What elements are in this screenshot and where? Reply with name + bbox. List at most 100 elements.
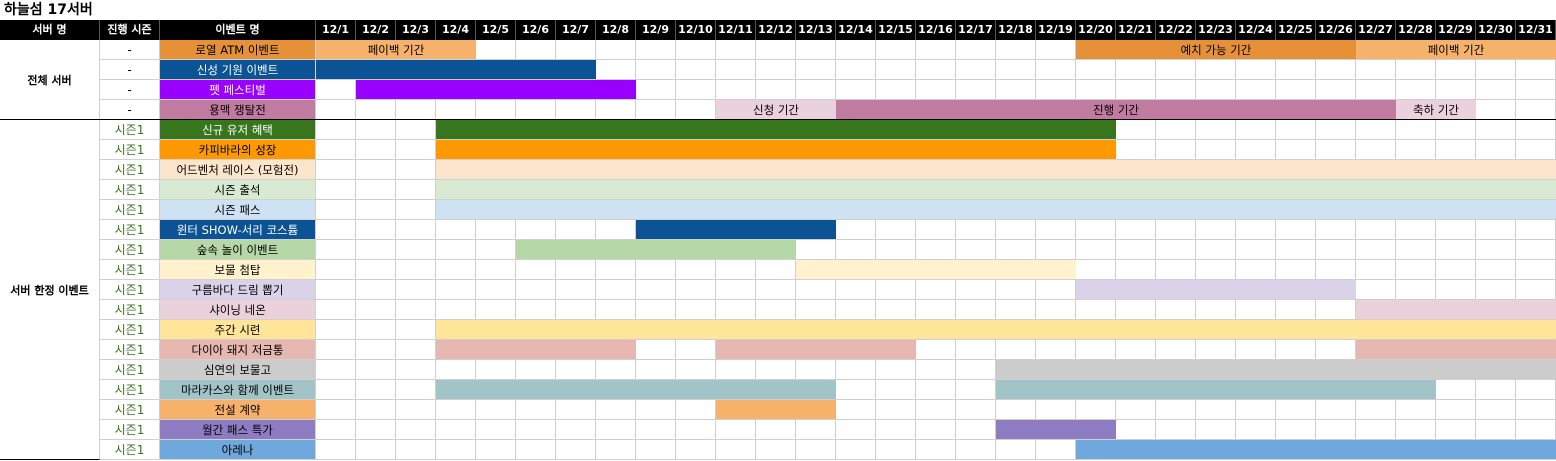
grid-cell[interactable] [876, 220, 916, 240]
grid-cell[interactable] [796, 80, 836, 100]
grid-cell[interactable] [516, 260, 556, 280]
grid-cell[interactable] [476, 420, 516, 440]
grid-cell[interactable] [1116, 260, 1156, 280]
grid-cell[interactable] [396, 100, 436, 120]
event-period-bar[interactable] [436, 160, 1556, 179]
event-name-cell[interactable]: 심연의 보물고 [160, 360, 316, 380]
season-cell[interactable]: 시즌1 [100, 280, 160, 300]
grid-cell[interactable] [996, 220, 1036, 240]
grid-cell[interactable] [1116, 340, 1156, 360]
grid-cell[interactable] [1316, 300, 1356, 320]
grid-cell[interactable] [1316, 80, 1356, 100]
grid-cell[interactable] [476, 440, 516, 460]
event-period-bar[interactable]: 신청 기간 [716, 100, 836, 119]
grid-cell[interactable] [1236, 140, 1276, 160]
grid-cell[interactable] [916, 400, 956, 420]
grid-cell[interactable] [1036, 440, 1076, 460]
grid-cell[interactable] [1236, 120, 1276, 140]
event-period-bar[interactable]: 예치 가능 기간 [1076, 40, 1356, 59]
grid-cell[interactable] [956, 40, 996, 60]
grid-cell[interactable] [396, 240, 436, 260]
grid-cell[interactable] [756, 300, 796, 320]
grid-cell[interactable] [796, 40, 836, 60]
grid-cell[interactable] [836, 420, 876, 440]
grid-cell[interactable] [1396, 260, 1436, 280]
season-cell[interactable]: 시즌1 [100, 240, 160, 260]
grid-cell[interactable] [996, 440, 1036, 460]
grid-cell[interactable] [1036, 220, 1076, 240]
grid-cell[interactable] [716, 280, 756, 300]
grid-cell[interactable] [1156, 60, 1196, 80]
grid-cell[interactable] [1516, 400, 1556, 420]
grid-cell[interactable] [1356, 420, 1396, 440]
grid-cell[interactable] [356, 220, 396, 240]
grid-cell[interactable] [1516, 260, 1556, 280]
event-name-cell[interactable]: 신성 기원 이벤트 [160, 60, 316, 80]
grid-cell[interactable] [956, 380, 996, 400]
grid-cell[interactable] [356, 360, 396, 380]
grid-cell[interactable] [1236, 60, 1276, 80]
grid-cell[interactable] [916, 300, 956, 320]
event-period-bar[interactable] [436, 340, 636, 359]
grid-cell[interactable] [316, 280, 356, 300]
grid-cell[interactable] [1516, 140, 1556, 160]
grid-cell[interactable] [1036, 80, 1076, 100]
season-cell[interactable]: 시즌1 [100, 380, 160, 400]
grid-cell[interactable] [916, 220, 956, 240]
season-cell[interactable]: 시즌1 [100, 120, 160, 140]
grid-cell[interactable] [1036, 40, 1076, 60]
season-cell[interactable]: - [100, 100, 160, 120]
grid-cell[interactable] [356, 260, 396, 280]
grid-cell[interactable] [556, 40, 596, 60]
season-cell[interactable]: 시즌1 [100, 260, 160, 280]
grid-cell[interactable] [516, 280, 556, 300]
grid-cell[interactable] [476, 280, 516, 300]
grid-cell[interactable] [356, 340, 396, 360]
grid-cell[interactable] [1156, 340, 1196, 360]
event-period-bar[interactable] [436, 200, 1556, 219]
grid-cell[interactable] [1396, 60, 1436, 80]
grid-cell[interactable] [516, 300, 556, 320]
grid-cell[interactable] [596, 440, 636, 460]
grid-cell[interactable] [596, 300, 636, 320]
grid-cell[interactable] [1476, 100, 1516, 120]
grid-cell[interactable] [1396, 280, 1436, 300]
event-period-bar[interactable] [996, 380, 1436, 399]
grid-cell[interactable] [1516, 220, 1556, 240]
grid-cell[interactable] [1156, 260, 1196, 280]
grid-cell[interactable] [436, 220, 476, 240]
grid-cell[interactable] [556, 220, 596, 240]
grid-cell[interactable] [1236, 240, 1276, 260]
grid-cell[interactable] [396, 320, 436, 340]
grid-cell[interactable] [756, 360, 796, 380]
grid-cell[interactable] [916, 80, 956, 100]
grid-cell[interactable] [1516, 420, 1556, 440]
grid-cell[interactable] [1316, 340, 1356, 360]
grid-cell[interactable] [1276, 400, 1316, 420]
grid-cell[interactable] [356, 320, 396, 340]
grid-cell[interactable] [796, 420, 836, 440]
grid-cell[interactable] [636, 340, 676, 360]
grid-cell[interactable] [316, 320, 356, 340]
grid-cell[interactable] [916, 380, 956, 400]
season-cell[interactable]: 시즌1 [100, 340, 160, 360]
grid-cell[interactable] [396, 140, 436, 160]
grid-cell[interactable] [956, 400, 996, 420]
grid-cell[interactable] [716, 60, 756, 80]
grid-cell[interactable] [1276, 120, 1316, 140]
grid-cell[interactable] [1356, 80, 1396, 100]
grid-cell[interactable] [716, 420, 756, 440]
grid-cell[interactable] [476, 400, 516, 420]
grid-cell[interactable] [356, 200, 396, 220]
season-cell[interactable]: - [100, 80, 160, 100]
grid-cell[interactable] [756, 440, 796, 460]
grid-cell[interactable] [1236, 300, 1276, 320]
grid-cell[interactable] [996, 40, 1036, 60]
grid-cell[interactable] [1196, 340, 1236, 360]
grid-cell[interactable] [556, 260, 596, 280]
grid-cell[interactable] [1156, 220, 1196, 240]
grid-cell[interactable] [1476, 80, 1516, 100]
grid-cell[interactable] [316, 240, 356, 260]
grid-cell[interactable] [1156, 300, 1196, 320]
grid-cell[interactable] [676, 300, 716, 320]
